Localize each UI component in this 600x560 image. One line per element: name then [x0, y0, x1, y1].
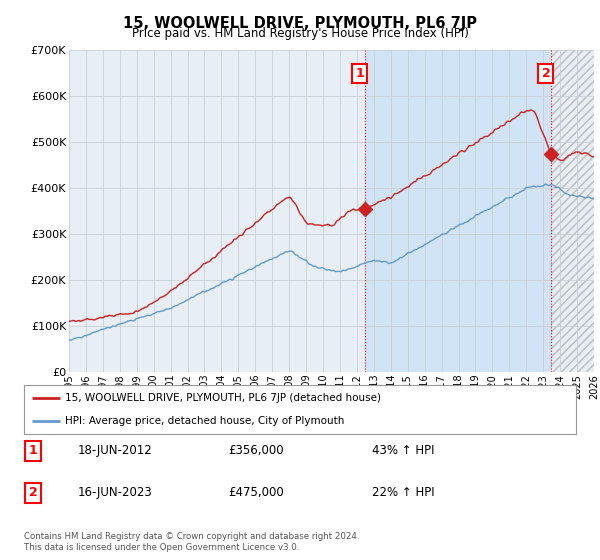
Text: HPI: Average price, detached house, City of Plymouth: HPI: Average price, detached house, City…	[65, 416, 345, 426]
Text: £475,000: £475,000	[228, 486, 284, 500]
Text: 15, WOOLWELL DRIVE, PLYMOUTH, PL6 7JP (detached house): 15, WOOLWELL DRIVE, PLYMOUTH, PL6 7JP (d…	[65, 393, 382, 403]
Text: 1: 1	[355, 67, 364, 80]
Text: 1: 1	[29, 444, 37, 458]
Text: 43% ↑ HPI: 43% ↑ HPI	[372, 444, 434, 458]
Text: 16-JUN-2023: 16-JUN-2023	[78, 486, 153, 500]
Bar	[551, 50, 594, 372]
Bar	[551, 50, 594, 372]
Text: 15, WOOLWELL DRIVE, PLYMOUTH, PL6 7JP: 15, WOOLWELL DRIVE, PLYMOUTH, PL6 7JP	[123, 16, 477, 31]
Text: Price paid vs. HM Land Registry's House Price Index (HPI): Price paid vs. HM Land Registry's House …	[131, 27, 469, 40]
Text: 22% ↑ HPI: 22% ↑ HPI	[372, 486, 434, 500]
Text: 18-JUN-2012: 18-JUN-2012	[78, 444, 153, 458]
Bar	[365, 50, 551, 372]
Text: 2: 2	[542, 67, 550, 80]
Text: £356,000: £356,000	[228, 444, 284, 458]
Text: Contains HM Land Registry data © Crown copyright and database right 2024.
This d: Contains HM Land Registry data © Crown c…	[24, 533, 359, 552]
Text: 2: 2	[29, 486, 37, 500]
